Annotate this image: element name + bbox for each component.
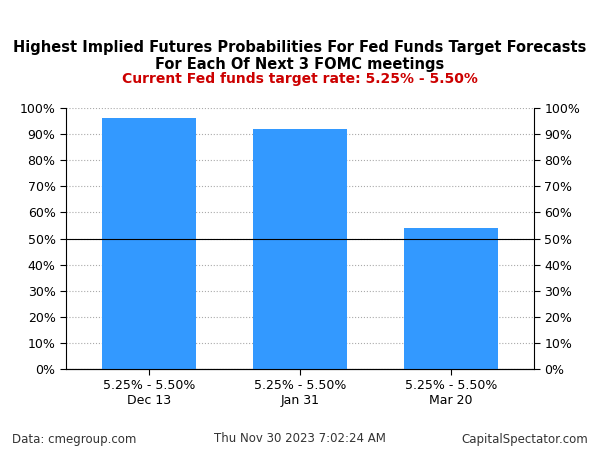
Bar [404, 228, 498, 369]
Text: Thu Nov 30 2023 7:02:24 AM: Thu Nov 30 2023 7:02:24 AM [214, 432, 386, 446]
Text: Current Fed funds target rate: 5.25% - 5.50%: Current Fed funds target rate: 5.25% - 5… [122, 72, 478, 86]
Title: Highest Implied Futures Probabilities For Fed Funds Target Forecasts
For Each Of: Highest Implied Futures Probabilities Fo… [13, 40, 587, 72]
Bar [102, 118, 196, 369]
Text: Data: cmegroup.com: Data: cmegroup.com [12, 432, 136, 446]
Text: CapitalSpectator.com: CapitalSpectator.com [461, 432, 588, 446]
Bar [253, 129, 347, 369]
